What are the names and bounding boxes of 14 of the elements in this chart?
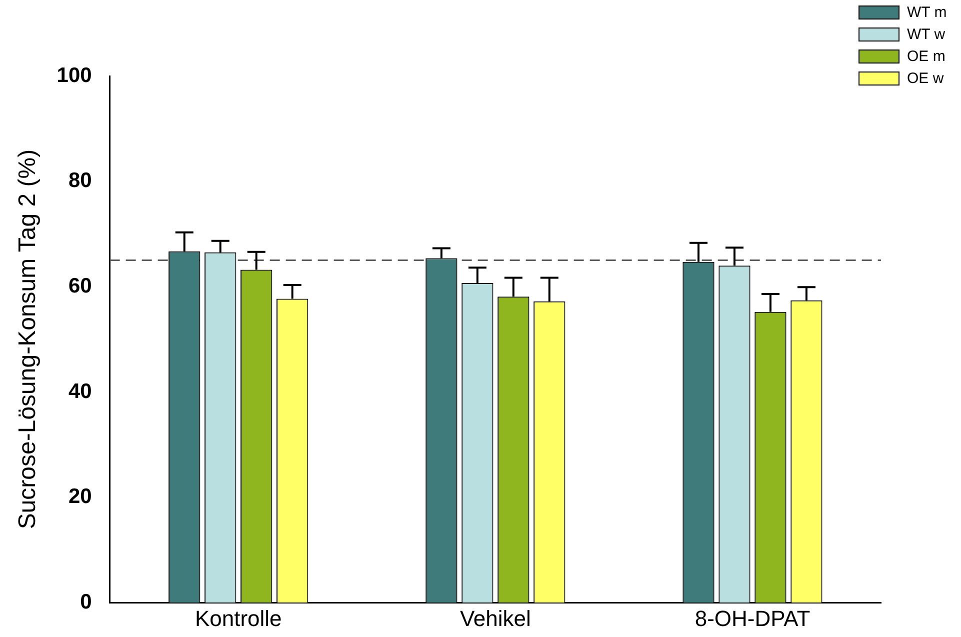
y-tick-label: 20: [68, 485, 92, 508]
x-tick-label: Vehikel: [460, 606, 531, 631]
legend-label: OE m: [907, 48, 946, 66]
y-tick-label: 80: [68, 169, 92, 192]
x-tick-label: Kontrolle: [194, 606, 282, 631]
y-tick-label: 60: [68, 274, 92, 298]
y-tick-label: 40: [68, 380, 92, 403]
y-tick-label: 100: [56, 64, 92, 87]
x-tick-label: 8-OH-DPAT: [694, 606, 810, 631]
y-axis-title: Sucrose-Lösung-Konsum Tag 2 (%): [14, 149, 42, 530]
legend-label: OE w: [907, 70, 944, 88]
legend-label: WT w: [907, 26, 946, 44]
y-tick-label: 0: [80, 590, 92, 614]
legend-label: WT m: [907, 4, 947, 22]
